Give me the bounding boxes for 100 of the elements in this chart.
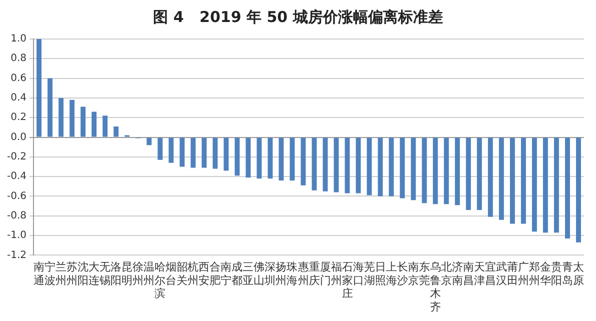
bar (356, 138, 361, 194)
bar (80, 106, 86, 137)
x-tick-label: 日照 (374, 260, 386, 287)
x-tick-label: 三亚 (242, 260, 254, 287)
y-tick-label: 0.8 (10, 53, 27, 64)
x-tick-label: 宁波 (44, 260, 56, 287)
x-tick-label: 徐州 (132, 260, 144, 287)
x-tick-label: 扬州 (276, 260, 287, 287)
bar (312, 138, 317, 190)
bar (422, 138, 427, 204)
bar (290, 138, 295, 181)
x-tick-label: 烟台 (166, 260, 177, 287)
bar (378, 138, 383, 196)
x-tick-label: 温州 (144, 260, 155, 287)
bar (256, 138, 262, 179)
y-tick-label: -0.6 (6, 190, 27, 202)
x-tick-label: 宜昌 (484, 260, 496, 287)
x-tick-label: 武汉 (496, 260, 507, 287)
bar (466, 138, 471, 210)
y-tick-label: 0.0 (10, 132, 27, 143)
x-tick-label: 佛山 (254, 260, 265, 287)
x-tick-label: 珠海 (286, 260, 298, 287)
bar (520, 138, 526, 224)
x-tick-label: 海口 (352, 260, 364, 287)
y-tick-label: -0.8 (6, 210, 27, 222)
bar (542, 138, 548, 233)
bar (268, 138, 273, 179)
bar (444, 138, 449, 204)
bar (410, 138, 416, 200)
x-tick-label: 贵阳 (550, 260, 562, 287)
x-tick-label: 厦门 (320, 260, 331, 287)
bar (488, 138, 493, 217)
bar (278, 138, 284, 181)
bar (180, 138, 185, 167)
x-tick-label: 南昌 (462, 260, 474, 287)
x-tick-label: 无锡 (98, 260, 111, 287)
y-tick-label: 0.4 (10, 92, 27, 104)
x-tick-label: 成都 (232, 260, 243, 287)
bar (510, 138, 515, 224)
bar (212, 138, 218, 169)
x-tick-label: 太原 (572, 260, 584, 287)
x-tick-label: 广州 (518, 260, 529, 287)
x-tick-label: 西安 (198, 260, 210, 287)
x-tick-label: 合肥 (210, 260, 221, 287)
x-tick-label: 杭州 (186, 260, 199, 287)
bar (246, 138, 251, 178)
bar (454, 138, 460, 206)
chart-title: 图 4 2019 年 50 城房价涨幅偏离标准差 (152, 8, 444, 27)
x-tick-label: 洛阳 (110, 260, 122, 287)
x-tick-label: 韶关 (176, 260, 188, 287)
x-tick-label: 济南 (452, 260, 463, 287)
x-tick-label: 乌鲁木齐 (430, 260, 441, 314)
bar (400, 138, 405, 198)
bar (476, 138, 482, 210)
bar (234, 138, 240, 176)
x-tick-label: 南宁 (220, 260, 232, 287)
bar (92, 112, 97, 137)
bar (322, 138, 328, 192)
bar (114, 126, 119, 137)
y-tick-label: -1.0 (6, 230, 27, 242)
bar (565, 138, 570, 238)
x-tick-label: 哈尔滨 (154, 260, 166, 300)
bar (102, 116, 108, 137)
y-tick-label: -0.4 (6, 171, 27, 182)
y-tick-label: 1.0 (10, 34, 27, 45)
bar (532, 138, 537, 232)
bar (168, 138, 174, 163)
bar (48, 78, 53, 137)
bar (344, 138, 350, 194)
x-tick-label: 兰州 (56, 260, 67, 287)
y-tick-label: 0.6 (10, 72, 27, 84)
bar (498, 138, 504, 220)
bar (366, 138, 372, 196)
x-tick-label: 惠州 (296, 260, 309, 287)
x-tick-label: 大连 (88, 260, 100, 287)
y-tick-label: 0.2 (10, 112, 27, 124)
x-tick-label: 天津 (474, 260, 485, 287)
bar (554, 138, 559, 233)
bar (576, 138, 581, 242)
x-tick-label: 上海 (386, 260, 397, 287)
x-tick-label: 莆田 (506, 260, 518, 287)
x-tick-label: 芜湖 (364, 260, 375, 287)
x-tick-label: 沈阳 (78, 260, 89, 287)
x-tick-label: 深圳 (264, 260, 276, 287)
x-tick-label: 北京 (440, 260, 452, 287)
bar (158, 138, 163, 160)
bar (146, 138, 152, 146)
bar (334, 138, 339, 192)
x-tick-label: 郑州 (528, 260, 540, 287)
bar (300, 138, 306, 186)
x-tick-label: 南通 (34, 260, 45, 287)
y-tick-label: -1.2 (6, 250, 27, 261)
bar (432, 138, 438, 204)
bar (36, 39, 42, 137)
x-tick-label: 长沙 (396, 260, 408, 287)
x-tick-label: 金华 (540, 260, 551, 287)
bar (202, 138, 207, 168)
bar (58, 98, 64, 137)
x-tick-label: 福州 (330, 260, 342, 287)
bar (388, 138, 394, 196)
